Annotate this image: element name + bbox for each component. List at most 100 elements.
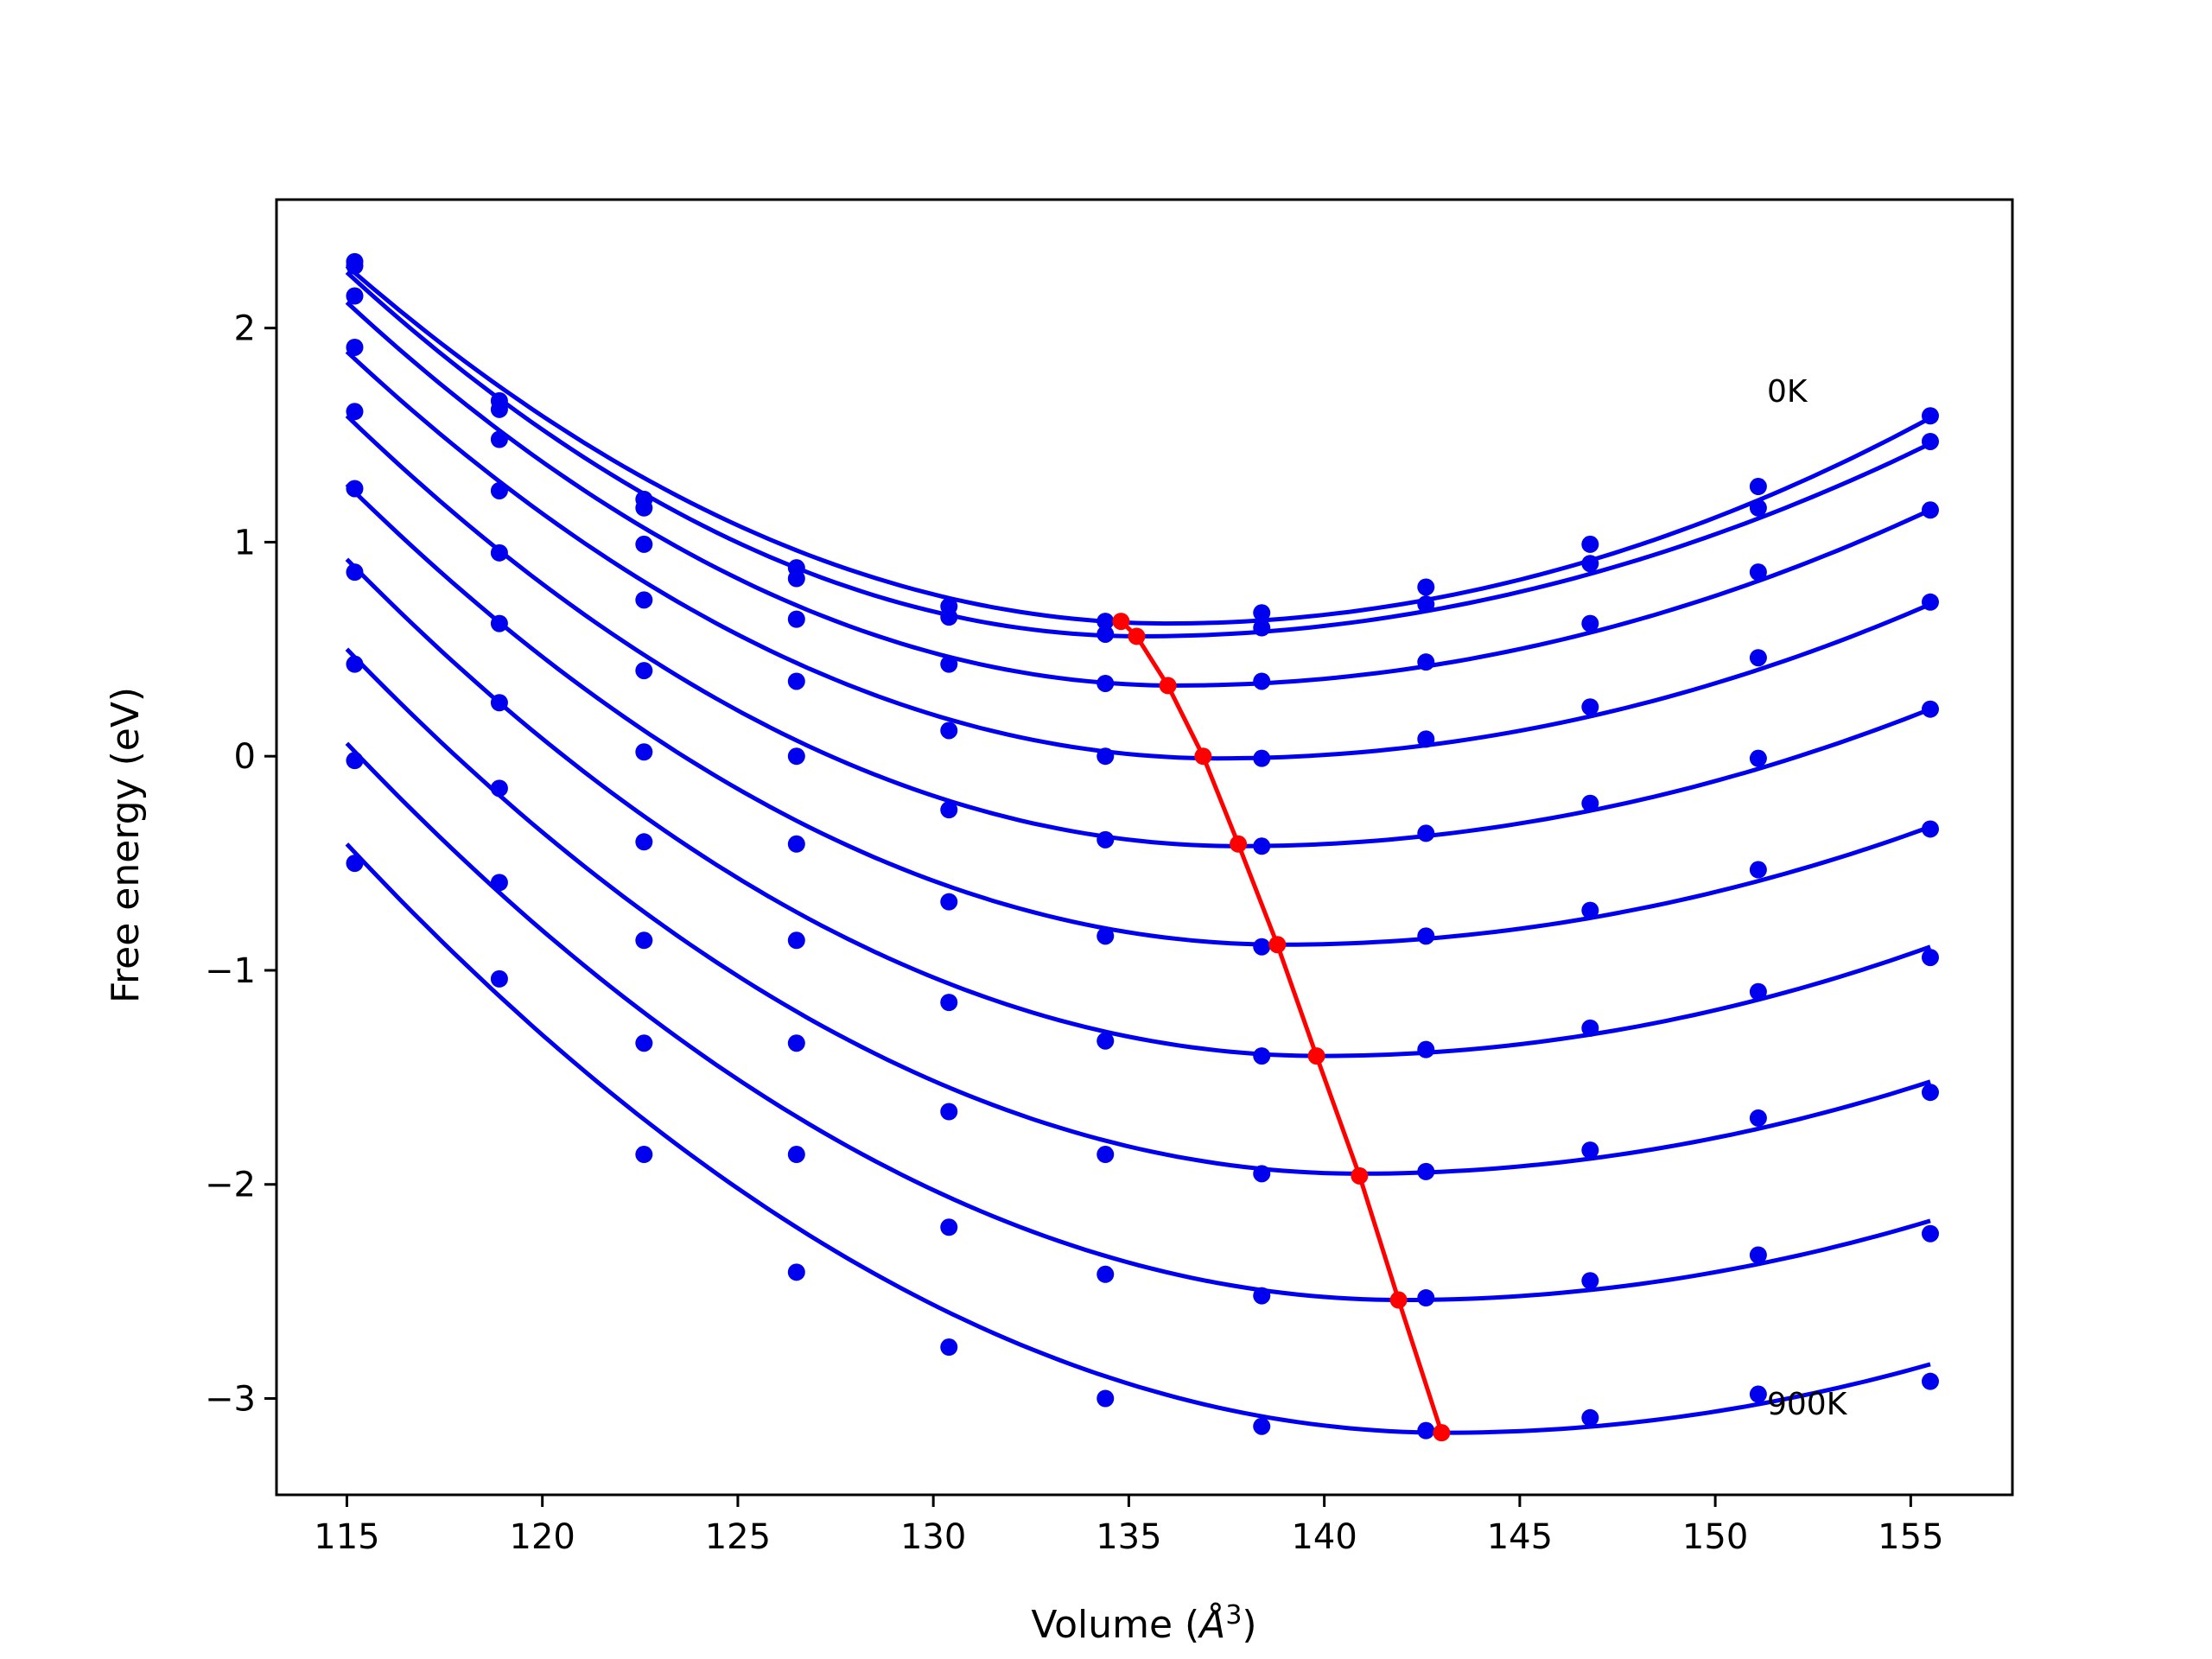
y-tick-label: 0 xyxy=(234,737,256,777)
data-point-s1-7 xyxy=(1417,595,1435,613)
fit-curve-0 xyxy=(345,264,1932,626)
data-point-s9-9 xyxy=(1749,1385,1767,1403)
x-tick-label: 150 xyxy=(1682,1517,1748,1557)
annotation-900k: 900K xyxy=(1767,1387,1848,1422)
x-axis-label: Volume (Å3) xyxy=(1031,1600,1256,1647)
data-point-s0-10 xyxy=(1921,407,1939,425)
data-point-s6-7 xyxy=(1417,1040,1435,1058)
fit-curve-6 xyxy=(345,557,1931,1058)
data-point-s0-5 xyxy=(1096,613,1115,631)
data-point-s5-10 xyxy=(1921,820,1939,838)
data-point-s2-6 xyxy=(1253,672,1271,690)
y-axis-label: Free energy (eV) xyxy=(104,687,148,1003)
data-point-s5-9 xyxy=(1749,861,1767,879)
axes-frame xyxy=(275,198,2014,1497)
y-tick-label: −3 xyxy=(205,1380,256,1420)
data-point-s7-8 xyxy=(1581,1141,1599,1160)
y-tick-label: −1 xyxy=(205,951,256,991)
data-point-s5-0 xyxy=(346,480,364,498)
data-point-s2-1 xyxy=(490,430,508,448)
data-point-s5-8 xyxy=(1581,901,1599,919)
data-point-s2-10 xyxy=(1921,501,1939,519)
minimum-point-8 xyxy=(1389,1291,1408,1309)
data-point-s8-3 xyxy=(787,1146,805,1164)
data-point-s4-6 xyxy=(1253,837,1271,855)
data-point-s9-6 xyxy=(1253,1417,1271,1435)
data-point-s3-10 xyxy=(1921,593,1939,611)
data-point-s1-5 xyxy=(1096,625,1115,643)
data-point-s3-1 xyxy=(490,481,508,499)
data-point-s2-7 xyxy=(1417,653,1435,671)
minimum-point-2 xyxy=(1159,677,1177,695)
minimum-point-9 xyxy=(1433,1424,1451,1442)
data-point-s2-0 xyxy=(346,287,364,305)
fit-curve-7 xyxy=(345,647,1931,1176)
data-point-s8-9 xyxy=(1749,1246,1767,1264)
data-point-s1-6 xyxy=(1253,619,1271,637)
minimum-point-0 xyxy=(1112,613,1130,631)
x-tick-label: 115 xyxy=(314,1517,379,1557)
data-point-s5-5 xyxy=(1096,927,1115,945)
y-tick-label: −2 xyxy=(205,1166,256,1205)
x-tick-label: 140 xyxy=(1291,1517,1357,1557)
data-point-s9-4 xyxy=(940,1338,958,1357)
data-point-s4-7 xyxy=(1417,824,1435,842)
data-point-s4-0 xyxy=(346,403,364,421)
data-point-s1-9 xyxy=(1749,499,1767,517)
data-point-s6-1 xyxy=(490,694,508,712)
fit-curve-8 xyxy=(345,741,1931,1302)
data-point-s5-4 xyxy=(940,893,958,911)
data-point-s3-8 xyxy=(1581,698,1599,716)
data-point-s6-8 xyxy=(1581,1019,1599,1037)
data-point-s9-7 xyxy=(1417,1421,1435,1440)
data-point-s3-0 xyxy=(346,338,364,356)
minimum-point-5 xyxy=(1268,936,1287,954)
data-point-s9-10 xyxy=(1921,1372,1939,1390)
data-point-s7-3 xyxy=(787,1034,805,1052)
minimum-point-3 xyxy=(1194,747,1212,766)
data-point-s3-4 xyxy=(940,721,958,740)
x-tick-label: 130 xyxy=(900,1517,966,1557)
data-point-s7-6 xyxy=(1253,1165,1271,1183)
data-point-s8-5 xyxy=(1096,1265,1115,1283)
data-point-s2-8 xyxy=(1581,614,1599,632)
data-point-s4-3 xyxy=(787,747,805,766)
data-point-s3-7 xyxy=(1417,730,1435,748)
data-point-s4-1 xyxy=(490,543,508,562)
minimum-point-1 xyxy=(1128,627,1146,645)
axis-ticks: 115 120 125 130 135 140 145 150 155 2 1 0 −1 −2 −3 xyxy=(205,309,1944,1557)
data-point-s7-5 xyxy=(1096,1146,1115,1164)
data-point-s8-1 xyxy=(490,874,508,892)
data-point-s9-5 xyxy=(1096,1389,1115,1408)
data-point-s1-1 xyxy=(490,400,508,418)
x-tick-label: 155 xyxy=(1878,1517,1943,1557)
data-point-s6-4 xyxy=(940,994,958,1012)
data-point-s3-5 xyxy=(1096,747,1115,766)
data-point-s7-1 xyxy=(490,779,508,798)
data-point-s4-4 xyxy=(940,801,958,819)
data-point-s1-8 xyxy=(1581,555,1599,573)
data-point-s9-2 xyxy=(635,1146,653,1164)
data-point-s9-3 xyxy=(787,1263,805,1281)
annotation-0k: 0K xyxy=(1767,374,1808,410)
minimum-point-6 xyxy=(1307,1047,1325,1065)
x-tick-label: 120 xyxy=(510,1517,575,1557)
data-point-s8-4 xyxy=(940,1218,958,1236)
data-point-s6-10 xyxy=(1921,949,1939,967)
data-point-s9-0 xyxy=(346,855,364,873)
data-point-s0-9 xyxy=(1749,478,1767,496)
data-point-s6-6 xyxy=(1253,1047,1271,1065)
data-point-s8-8 xyxy=(1581,1272,1599,1290)
data-point-s5-7 xyxy=(1417,927,1435,945)
y-tick-label: 1 xyxy=(234,523,256,563)
data-point-s4-5 xyxy=(1096,830,1115,849)
data-point-s6-0 xyxy=(346,563,364,582)
data-point-s0-6 xyxy=(1253,604,1271,622)
x-tick-label: 125 xyxy=(705,1517,771,1557)
data-point-s3-3 xyxy=(787,672,805,690)
data-point-s7-10 xyxy=(1921,1084,1939,1102)
data-point-s0-7 xyxy=(1417,578,1435,596)
minima-line xyxy=(1119,620,1444,1433)
minimum-point-4 xyxy=(1230,835,1248,853)
